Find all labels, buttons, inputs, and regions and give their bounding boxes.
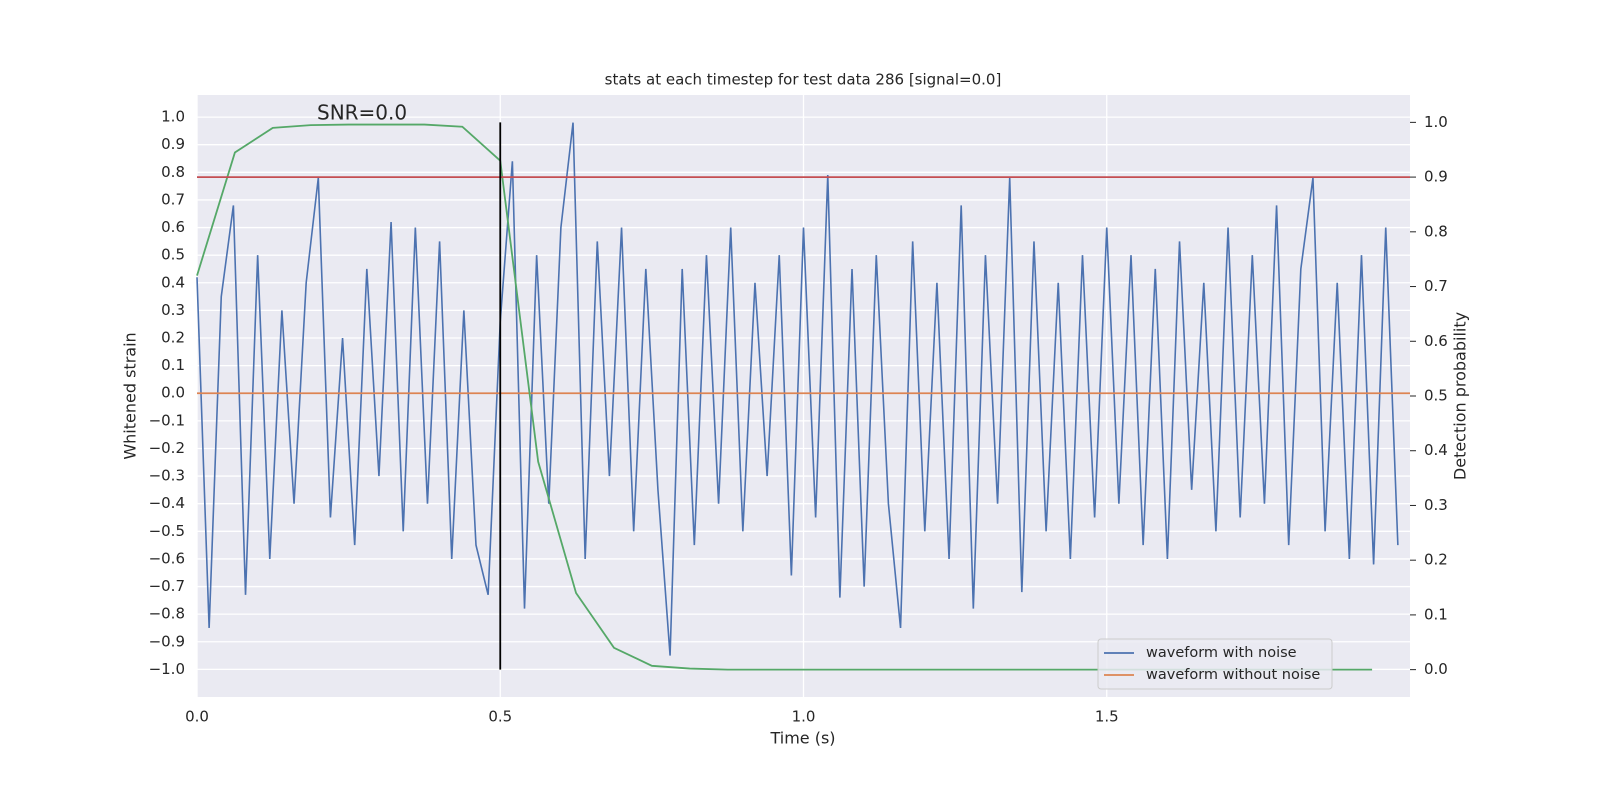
- legend-label: waveform with noise: [1146, 645, 1297, 661]
- y-tick-label: 0.4: [161, 273, 185, 291]
- y2-tick-label: 0.4: [1424, 441, 1448, 459]
- y-tick-label: 0.3: [161, 301, 185, 319]
- y-tick-label: −0.9: [149, 632, 185, 650]
- y2-tick-label: 0.5: [1424, 387, 1448, 405]
- y2-axis-label: Detection probability: [1451, 312, 1470, 480]
- y-tick-label: −0.4: [149, 494, 185, 512]
- x-tick-label: 0.0: [185, 708, 209, 726]
- y2-tick-label: 0.0: [1424, 660, 1448, 678]
- y-tick-label: −0.8: [149, 605, 185, 623]
- y2-tick-label: 0.3: [1424, 496, 1448, 514]
- y-tick-label: −0.3: [149, 467, 185, 485]
- annotation: SNR=0.0: [317, 101, 407, 125]
- y-tick-label: −0.5: [149, 522, 185, 540]
- y-tick-label: −1.0: [149, 660, 185, 678]
- x-axis-label: Time (s): [769, 729, 835, 748]
- y-tick-label: −0.1: [149, 411, 185, 429]
- y-tick-label: 0.9: [161, 135, 185, 153]
- chart-title: stats at each timestep for test data 286…: [605, 71, 1002, 89]
- y-tick-label: −0.7: [149, 577, 185, 595]
- y-tick-label: 0.2: [161, 329, 185, 347]
- y2-tick-label: 0.7: [1424, 277, 1448, 295]
- legend-box: [1097, 638, 1333, 690]
- y-tick-label: −0.2: [149, 439, 185, 457]
- y-tick-label: 1.0: [161, 108, 185, 126]
- x-tick-label: 0.5: [488, 708, 512, 726]
- y-tick-label: 0.6: [161, 218, 185, 236]
- y-tick-label: 0.0: [161, 384, 185, 402]
- y-tick-label: 0.7: [161, 190, 185, 208]
- y-tick-label: 0.5: [161, 246, 185, 264]
- y2-tick-label: 0.8: [1424, 222, 1448, 240]
- legend-label: waveform without noise: [1146, 667, 1320, 683]
- y-tick-label: −0.6: [149, 549, 185, 567]
- y2-tick-label: 1.0: [1424, 113, 1448, 131]
- y-tick-label: 0.1: [161, 356, 185, 374]
- y2-tick-label: 0.2: [1424, 551, 1448, 569]
- y2-tick-label: 0.9: [1424, 168, 1448, 186]
- y2-tick-label: 0.6: [1424, 332, 1448, 350]
- x-tick-label: 1.0: [792, 708, 816, 726]
- x-tick-label: 1.5: [1095, 708, 1119, 726]
- y-tick-label: 0.8: [161, 163, 185, 181]
- y-axis-label: Whitened strain: [121, 332, 140, 459]
- y2-tick-label: 0.1: [1424, 605, 1448, 623]
- series-line: [196, 122, 1399, 656]
